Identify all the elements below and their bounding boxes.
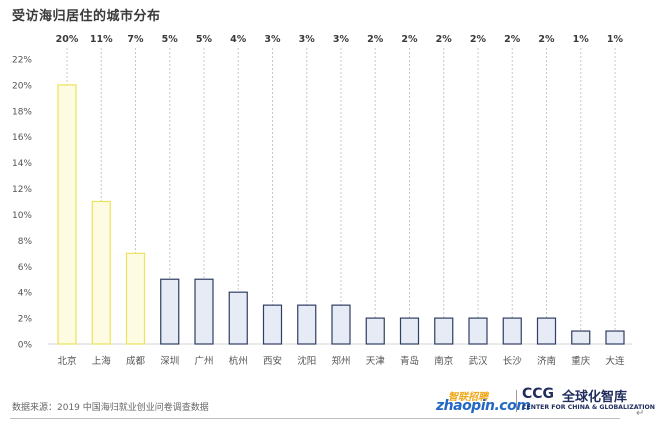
data-label: 11% [90,34,113,45]
x-tick-label: 北京 [57,355,76,367]
ccg-logo-cn: 全球化智库 [562,390,628,405]
data-label: 2% [436,34,453,45]
zhaopin-logo: 智联招聘 zhaopin.com [436,388,531,416]
zhaopin-logo-en: zhaopin.com [436,398,531,414]
y-tick-label: 0% [18,341,33,351]
y-tick-label: 14% [12,159,32,169]
data-label: 2% [504,34,521,45]
y-tick-label: 10% [12,211,32,221]
x-tick-label: 郑州 [331,355,350,367]
x-tick-label: 长沙 [503,355,523,367]
data-label: 3% [299,34,316,45]
y-tick-label: 22% [12,56,32,66]
x-tick-label: 沈阳 [297,355,316,367]
logo-divider [516,390,517,412]
x-tick-label: 青岛 [400,355,419,367]
x-tick-label: 济南 [537,355,556,367]
data-label: 7% [127,34,144,45]
bar [297,304,317,345]
y-tick-label: 2% [18,315,33,325]
x-tick-label: 上海 [92,355,112,367]
x-tick-label: 西安 [263,355,282,367]
bar [91,200,111,345]
data-label: 2% [401,34,418,45]
bar [228,291,248,345]
y-tick-label: 4% [18,289,33,299]
x-tick-label: 杭州 [229,355,248,367]
data-label: 20% [56,34,79,45]
data-label: 1% [607,34,624,45]
x-tick-label: 广州 [194,355,213,367]
footer-divider [10,418,620,419]
paragraph-mark-icon: ↵ [636,408,645,419]
data-label: 2% [538,34,555,45]
x-tick-label: 重庆 [571,355,591,367]
data-label: 1% [573,34,590,45]
y-tick-label: 16% [12,133,32,143]
zhaopin-logo-cn: 智联招聘 [448,392,488,403]
ccg-logo-mark: CCG [522,386,555,402]
bar [399,317,420,345]
x-tick-label: 天津 [366,356,386,367]
bar [194,278,214,345]
bar [502,317,522,345]
y-tick-label: 18% [12,107,32,117]
bar [262,304,283,345]
data-label: 5% [162,34,179,45]
data-label: 3% [333,34,350,45]
bar [365,317,385,345]
data-label: 2% [367,34,384,45]
y-tick-label: 20% [12,81,32,91]
ccg-logo: CCG 全球化智库 CENTER FOR CHINA & GLOBALIZATI… [522,386,655,416]
chart-title: 受访海归居住的城市分布 [12,9,161,24]
bar [160,278,180,345]
data-source-note: 数据来源：2019 中国海归就业创业问卷调查数据 [12,403,209,413]
y-tick-label: 8% [18,237,33,247]
bar [331,304,351,345]
x-tick-label: 成都 [126,355,146,367]
bar [434,317,454,345]
x-tick-label: 深圳 [160,356,179,367]
x-tick-label: 武汉 [468,355,488,367]
data-label: 3% [264,34,281,45]
bar [125,252,146,345]
x-tick-label: 大连 [605,355,625,367]
bar [57,84,77,345]
data-label: 5% [196,34,213,45]
bar [536,317,557,345]
y-tick-label: 12% [12,185,32,195]
data-label: 2% [470,34,487,45]
bar [605,330,625,345]
y-tick-label: 6% [18,263,33,273]
bar [571,330,591,345]
bar [468,317,488,345]
data-label: 4% [230,34,247,45]
ccg-logo-en: CENTER FOR CHINA & GLOBALIZATION [522,404,655,411]
x-tick-label: 南京 [434,355,453,367]
